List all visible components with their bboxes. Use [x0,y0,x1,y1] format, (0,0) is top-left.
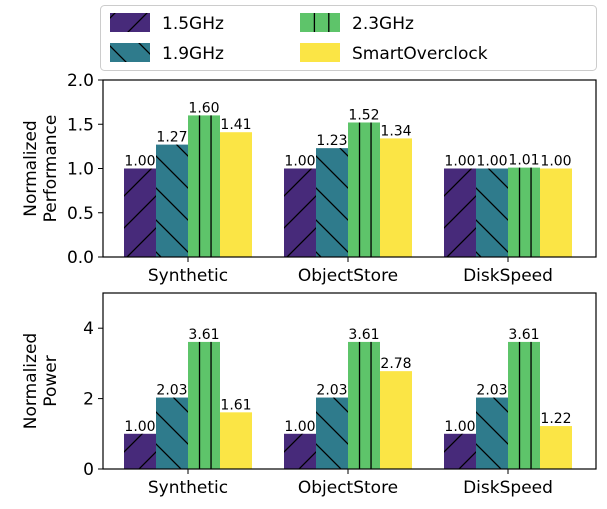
data-label: 1.41 [220,117,251,133]
data-label: 1.00 [284,419,315,435]
x-tick-label: DiskSpeed [463,478,553,498]
bar-2.3GHz-ObjectStore [348,341,380,469]
y-axis-label-line: Power [41,355,61,406]
data-label: 2.03 [316,383,347,399]
legend-label: 1.9GHz [162,44,224,64]
plot-frame [102,292,597,470]
y-axis-label: NormalizedPower [21,333,61,429]
data-label: 1.00 [124,154,155,170]
data-label: 1.27 [156,130,187,146]
x-tick-label: ObjectStore [298,478,398,498]
legend-item: 2.3GHz [300,13,414,34]
y-axis-label-line: Normalized [21,333,41,429]
data-label: 2.03 [156,383,187,399]
performance-plot: 1.00 1.00 1.001.27 1.231.001.60 1.521.011.41… [21,71,597,286]
y-tick-label: 1.0 [67,160,94,180]
data-label: 3.61 [188,327,219,343]
bar-1.5GHz-ObjectStore-hatch [284,433,316,469]
bar-2.3GHz-DiskSpeed [508,341,540,469]
y-axis-label-line: Performance [41,115,61,223]
data-label: 1.22 [540,411,571,427]
bar-1.9GHz-ObjectStore-hatch [316,148,348,257]
y-tick-label: 2.0 [67,71,94,91]
x-tick-label: DiskSpeed [463,266,553,286]
y-tick-label: 0.5 [67,204,94,224]
bar-1.9GHz-DiskSpeed-hatch [476,397,508,469]
data-label: 1.61 [220,397,251,413]
data-label: 1.01 [508,153,539,169]
bar-1.5GHz-DiskSpeed-hatch [444,168,476,257]
legend-swatch-hatch [110,13,150,32]
y-tick-label: 2 [83,390,94,410]
data-label: 2.03 [476,383,507,399]
bar-SmartOverclock-Synthetic [220,412,252,469]
data-label: 3.61 [508,327,539,343]
bar-1.5GHz-Synthetic-hatch [124,168,156,257]
y-tick-label: 0 [83,460,94,480]
data-label: 1.00 [444,419,475,435]
bar-2.3GHz-DiskSpeed [508,167,540,257]
data-label: 1.23 [316,133,347,149]
bar-SmartOverclock-DiskSpeed [540,168,572,257]
legend-label: 2.3GHz [352,14,414,34]
y-tick-label: 1.5 [67,115,94,135]
data-label: 1.00 [476,154,507,170]
legend-label: SmartOverclock [352,44,488,64]
bar-1.5GHz-DiskSpeed-hatch [444,433,476,469]
bar-2.3GHz-Synthetic [188,341,220,469]
data-label: 1.00 [284,154,315,170]
data-label: 2.78 [380,356,411,372]
legend-swatch-hatch [110,43,150,62]
bar-SmartOverclock-ObjectStore [380,371,412,469]
y-axis-label: NormalizedPerformance [21,115,61,223]
bar-SmartOverclock-DiskSpeed [540,426,572,469]
data-label: 1.00 [540,154,571,170]
legend-item: 1.5GHz [110,13,224,34]
bar-1.9GHz-Synthetic-hatch [156,397,188,469]
bar-1.5GHz-ObjectStore-hatch [284,168,316,257]
data-label: 1.00 [444,154,475,170]
data-label: 1.52 [348,107,379,123]
data-label: 1.34 [380,123,411,139]
bar-2.3GHz-ObjectStore [348,122,380,257]
bar-SmartOverclock-Synthetic [220,132,252,257]
bar-1.9GHz-Synthetic-hatch [156,144,188,257]
y-tick-label: 0.0 [67,248,94,268]
legend-item: 1.9GHz [110,43,224,64]
legend-frame [100,5,597,71]
power-plot: 1.00 1.00 1.00 2.03 2.03 2.03 3.61 3.61 3.61 1.61… [21,292,597,498]
legend-item: SmartOverclock [300,43,488,64]
bar-1.9GHz-ObjectStore-hatch [316,397,348,469]
y-axis-label-line: Normalized [21,120,41,216]
bar-1.5GHz-Synthetic-hatch [124,433,156,469]
x-tick-label: Synthetic [148,266,228,286]
legend-swatch [300,13,340,32]
x-tick-label: Synthetic [148,478,228,498]
bar-1.9GHz-DiskSpeed-hatch [476,168,508,257]
legend-swatch [300,43,340,62]
data-label: 1.60 [188,100,219,116]
bar-SmartOverclock-ObjectStore [380,138,412,257]
x-tick-label: ObjectStore [298,266,398,286]
data-label: 3.61 [348,327,379,343]
legend: 1.5GHz 1.9GHz 2.3GHz SmartOverclock [100,5,597,71]
bar-2.3GHz-Synthetic [188,115,220,258]
legend-label: 1.5GHz [162,14,224,34]
data-label: 1.00 [124,419,155,435]
y-tick-label: 4 [83,319,94,339]
